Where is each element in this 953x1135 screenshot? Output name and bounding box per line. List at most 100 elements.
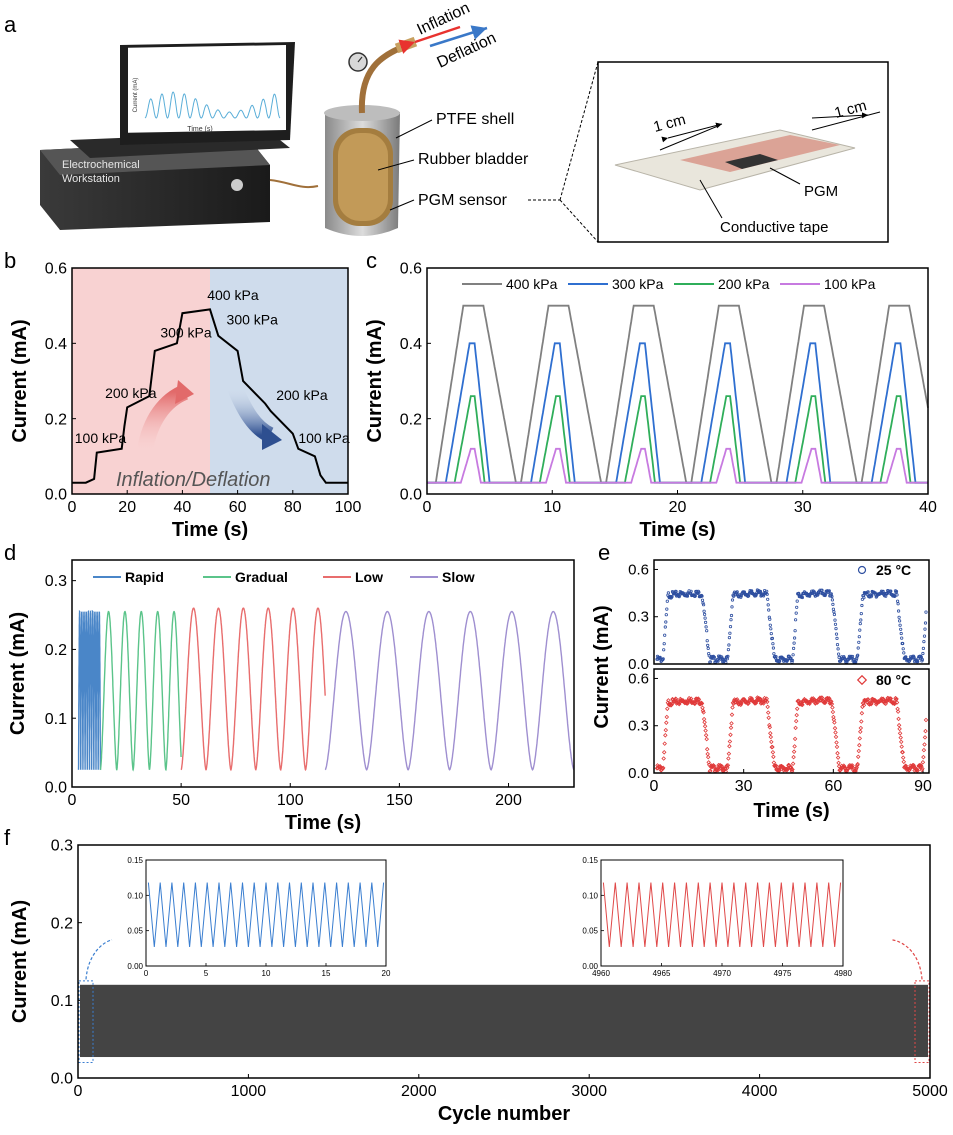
- x-tick-label: 0: [68, 792, 77, 809]
- current-line: [72, 308, 348, 484]
- data-point: [728, 624, 733, 629]
- panel-b-letter: b: [4, 248, 16, 273]
- panel-b: b 0 20 40 60 80 100 0.0 0.2 0.4 0.6 Time (s) Curren…: [4, 248, 361, 541]
- legend-label: Gradual: [235, 569, 288, 585]
- data-point: [857, 742, 862, 748]
- y-tick-label: 0.2: [51, 915, 73, 932]
- data-point: [854, 658, 858, 662]
- data-point: [723, 769, 729, 774]
- y-tick-label: 0.0: [628, 765, 649, 782]
- data-point: [674, 589, 678, 594]
- panel-c-letter: c: [366, 248, 377, 273]
- data-point: [831, 717, 837, 722]
- y-tick-label: 0.6: [628, 670, 649, 687]
- inset-pgm-label: PGM: [804, 183, 838, 200]
- data-point: [768, 734, 774, 740]
- data-point: [916, 659, 920, 664]
- data-point: [727, 739, 733, 744]
- data-point: [800, 595, 805, 600]
- x-tick-label: 30: [794, 499, 812, 516]
- pressure-annotation: 400 kPa: [207, 287, 259, 303]
- plot-frame: [653, 668, 930, 774]
- legend-marker: [857, 565, 867, 575]
- data-point: [665, 706, 670, 712]
- series-line-slow: [324, 610, 575, 771]
- screen-xlabel: Time (s): [187, 126, 212, 133]
- data-point: [898, 735, 903, 740]
- data-point: [791, 646, 796, 651]
- data-point: [921, 651, 925, 656]
- data-point: [658, 655, 662, 659]
- inset-background: [146, 860, 386, 966]
- callout-pgm-sensor: PGM sensor: [418, 192, 508, 209]
- data-point: [729, 618, 733, 622]
- data-point: [866, 590, 870, 594]
- data-point: [727, 635, 732, 640]
- inset-x-tick-label: 5: [204, 969, 209, 978]
- data-point: [900, 636, 904, 640]
- data-point: [662, 741, 667, 746]
- y-tick-label: 0.0: [628, 656, 649, 673]
- data-point: [700, 598, 705, 602]
- data-point: [663, 733, 668, 738]
- data-point: [665, 599, 669, 603]
- data-point: [792, 641, 796, 645]
- data-point: [881, 589, 885, 594]
- data-point: [897, 731, 903, 736]
- legend-label: 400 kPa: [506, 276, 558, 292]
- plot-frame: [71, 267, 349, 495]
- data-point: [727, 743, 732, 749]
- x-tick-label: 0: [74, 1083, 83, 1100]
- data-point: [770, 750, 776, 755]
- data-point: [791, 653, 795, 657]
- data-point: [697, 590, 701, 594]
- zoom-arrow-start-icon: [85, 939, 113, 980]
- data-point: [696, 697, 702, 702]
- panel-c: c 0 10 20 30 40 0.0 0.2 0.4 0.6 Time (s) Current (…: [364, 248, 937, 541]
- x-tick-label: 150: [386, 792, 413, 809]
- data-point: [856, 653, 860, 657]
- data-point: [830, 705, 835, 710]
- data-point: [661, 657, 665, 661]
- data-point: [832, 612, 837, 617]
- data-point: [827, 589, 831, 593]
- x-tick-label: 30: [735, 778, 753, 795]
- data-point: [666, 591, 671, 595]
- data-point: [701, 603, 706, 607]
- y-tick-label: 0.1: [45, 711, 67, 728]
- data-point: [729, 721, 734, 726]
- inset-x-tick-label: 4970: [713, 969, 731, 978]
- data-point: [773, 763, 779, 768]
- data-point: [823, 592, 828, 596]
- data-point: [921, 646, 926, 651]
- x-tick-label: 90: [914, 778, 932, 795]
- data-point: [730, 705, 735, 710]
- cycle-band: [80, 984, 928, 1058]
- y-tick-label: 0.6: [400, 261, 422, 278]
- data-point: [832, 610, 836, 614]
- data-point: [855, 761, 860, 767]
- y-axis-label: Current (mA): [591, 605, 613, 728]
- inflation-arrow-icon: [398, 25, 461, 54]
- data-point: [897, 726, 902, 732]
- data-point: [795, 599, 799, 603]
- data-point: [859, 611, 863, 616]
- data-point: [898, 623, 902, 627]
- data-point: [777, 659, 782, 663]
- data-point: [830, 598, 835, 602]
- data-point: [894, 589, 899, 594]
- data-point: [837, 655, 841, 660]
- data-point: [861, 702, 867, 708]
- data-point: [730, 605, 734, 609]
- data-point: [833, 622, 838, 626]
- x-tick-label: 5000: [912, 1083, 948, 1100]
- data-point: [662, 648, 666, 652]
- data-point: [712, 655, 717, 659]
- zoom-arrow-end-icon: [891, 939, 923, 980]
- data-point: [857, 635, 861, 639]
- data-point: [771, 646, 776, 650]
- data-point: [896, 716, 901, 722]
- data-point: [923, 621, 928, 625]
- data-point: [766, 597, 770, 601]
- data-point: [664, 720, 669, 725]
